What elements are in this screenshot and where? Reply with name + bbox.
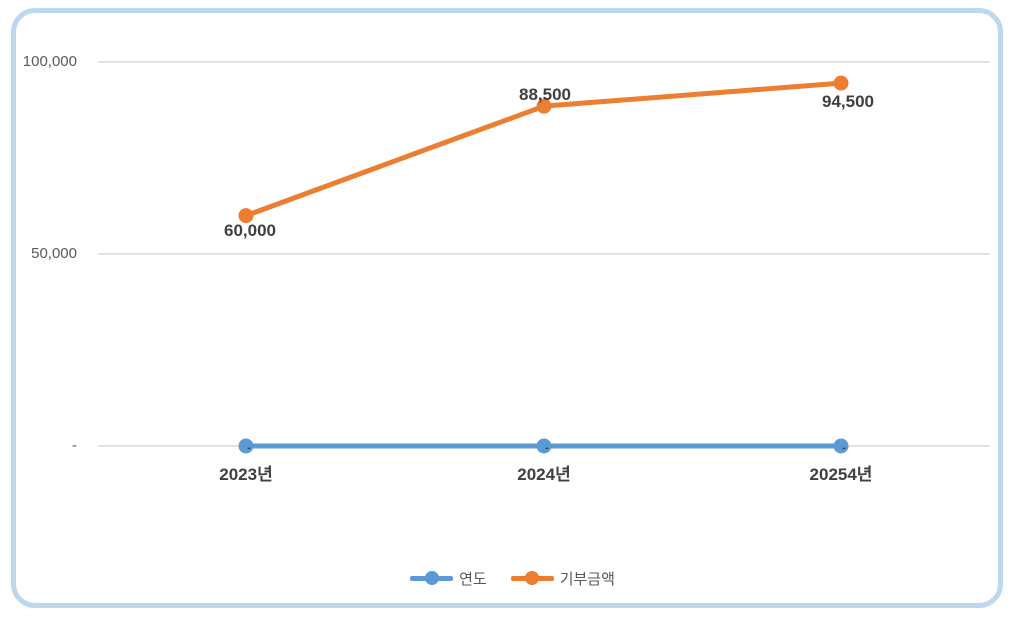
- legend: 연도 기부금액: [0, 564, 1025, 592]
- year-data-label-1: -: [545, 442, 549, 454]
- legend-circle-icon: [424, 571, 439, 585]
- y-tick-label-0: 100,000: [22, 53, 77, 70]
- series-0-marker-2[interactable]: [833, 438, 849, 454]
- legend-line-marker-icon: [510, 571, 554, 585]
- series-0-marker-1[interactable]: [536, 438, 552, 454]
- series-1-marker-1[interactable]: [536, 98, 552, 114]
- legend-item-0[interactable]: 연도: [410, 568, 487, 589]
- legend-item-1[interactable]: 기부금액: [510, 568, 615, 589]
- donation-data-label-0: 60,000: [224, 221, 276, 240]
- year-data-label-2: -: [842, 442, 846, 454]
- y-tick-label-2: -: [72, 437, 77, 454]
- legend-label-1: 기부금액: [559, 570, 615, 588]
- series-1-marker-2[interactable]: [833, 75, 849, 91]
- donation-data-label-2: 94,500: [822, 92, 874, 111]
- year-data-label-0: -: [247, 442, 251, 454]
- y-tick-label-1: 50,000: [31, 245, 77, 262]
- legend-line-marker-icon: [410, 571, 454, 585]
- legend-label-0: 연도: [459, 570, 487, 588]
- x-category-label-2: 20254년: [809, 465, 873, 484]
- x-category-label-0: 2023년: [219, 465, 273, 484]
- series-0-marker-0[interactable]: [238, 438, 254, 454]
- x-category-label-1: 2024년: [517, 465, 571, 484]
- series-1-marker-0[interactable]: [238, 208, 254, 224]
- donation-data-label-1: 88,500: [519, 85, 571, 104]
- legend-circle-icon: [525, 571, 540, 585]
